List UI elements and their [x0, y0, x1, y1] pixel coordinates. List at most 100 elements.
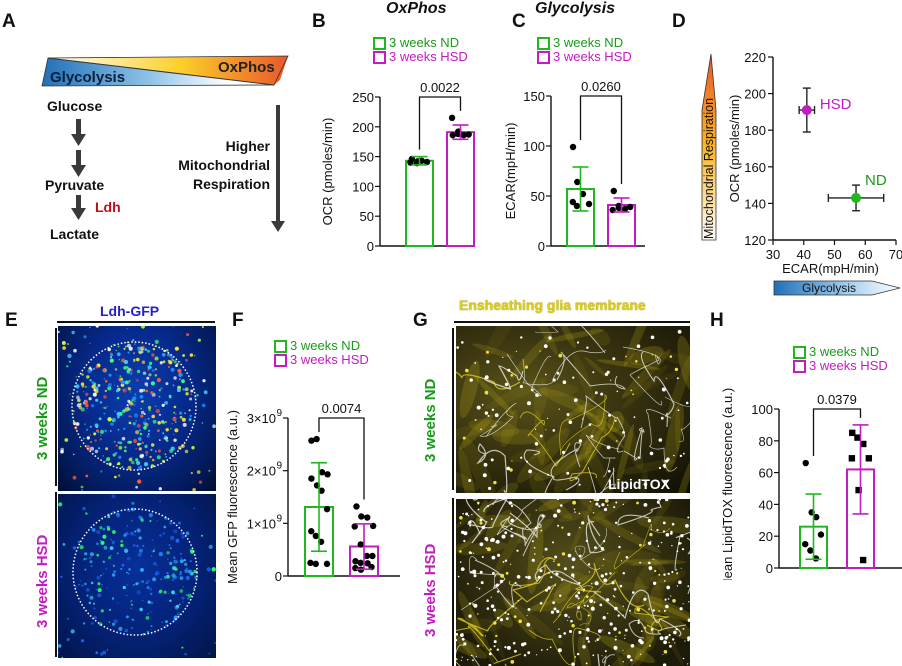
significance-bracket: [318, 417, 365, 500]
lipid-droplet: [548, 336, 552, 340]
lipid-droplet: [586, 628, 590, 632]
fluorescence-speck: [174, 567, 178, 571]
fluorescence-speck: [169, 521, 173, 525]
lipid-droplet: [676, 572, 679, 575]
lipid-droplet: [544, 547, 548, 551]
membrane-texture: [577, 636, 592, 666]
fluorescence-speck: [158, 395, 161, 398]
fluorescence-speck: [146, 434, 150, 438]
lipid-droplet: [467, 659, 469, 661]
fluorescence-speck: [95, 365, 99, 369]
fluorescence-speck: [105, 447, 109, 451]
fluorescence-speck: [95, 651, 98, 654]
fluorescence-speck: [144, 382, 149, 386]
lipid-droplet: [570, 582, 572, 584]
fluorescence-speck: [182, 422, 187, 427]
lipid-droplet: [604, 650, 607, 653]
fluorescence-speck: [141, 599, 144, 602]
lipid-droplet: [486, 607, 490, 610]
fluorescence-speck: [93, 432, 97, 436]
fluorescence-speck: [102, 406, 105, 409]
fluorescence-speck: [113, 619, 118, 624]
lipid-droplet: [662, 464, 666, 467]
fluorescence-speck: [151, 414, 155, 419]
y-tick-label: 0: [766, 561, 773, 576]
lipid-droplet: [461, 530, 465, 534]
fluorescence-speck: [91, 581, 94, 585]
fluorescence-speck: [89, 595, 94, 600]
membrane-texture: [565, 409, 610, 448]
fluorescence-speck: [133, 584, 135, 586]
fluorescence-speck: [150, 625, 153, 628]
lipid-droplet: [459, 561, 462, 563]
lipid-droplet: [589, 599, 593, 603]
fluorescence-speck: [94, 389, 99, 394]
fluorescence-speck: [212, 424, 216, 429]
fluorescence-speck: [184, 449, 189, 454]
membrane-texture: [582, 587, 597, 646]
lipid-droplet: [491, 408, 495, 411]
lipid-droplet: [618, 631, 621, 634]
data-point: [848, 455, 856, 462]
lipid-droplet: [612, 357, 616, 361]
fluorescence-speck: [104, 429, 107, 433]
fluorescence-speck: [102, 528, 106, 531]
ldh-gfp-image-nd: [58, 326, 216, 491]
fluorescence-speck: [171, 578, 175, 582]
chart-f-legend: 3 weeks ND 3 weeks HSD: [274, 339, 369, 367]
lipid-droplet: [477, 613, 479, 615]
lipid-droplet: [505, 571, 509, 575]
lipid-droplet: [577, 591, 581, 594]
lipid-droplet: [578, 554, 582, 558]
fluorescence-speck: [116, 396, 120, 400]
trachea-fiber: [528, 627, 601, 666]
lipid-droplet: [569, 630, 572, 633]
fluorescence-speck: [188, 409, 191, 412]
y-tick-exponent: 9: [276, 408, 282, 419]
y-axis-label: ECAR(mpH/min): [503, 123, 518, 220]
fluorescence-speck: [156, 377, 161, 383]
trachea-fiber: [500, 516, 528, 540]
fluorescence-speck: [126, 594, 128, 597]
fluorescence-speck: [170, 367, 175, 372]
fluorescence-speck: [166, 551, 170, 555]
trachea-fiber: [552, 585, 594, 624]
data-point: [615, 204, 623, 212]
lipid-droplet: [601, 629, 603, 631]
lipid-droplet: [479, 521, 483, 525]
lipid-droplet: [649, 532, 653, 537]
fluorescence-speck: [164, 420, 167, 424]
trachea-fiber: [580, 394, 626, 453]
legend-swatch-hsd: [537, 50, 550, 64]
fluorescence-speck: [154, 345, 156, 348]
legend-item-nd: 3 weeks ND: [274, 339, 369, 353]
gfp-signal-hsd: [58, 494, 216, 658]
fluorescence-speck: [185, 531, 190, 536]
fluorescence-speck: [127, 399, 131, 403]
lipid-droplet: [615, 635, 617, 638]
lipid-droplet: [541, 514, 545, 518]
lipid-droplet: [619, 584, 623, 588]
fluorescence-speck: [183, 559, 186, 562]
fluorescence-speck: [176, 362, 179, 366]
fluorescence-speck: [202, 379, 206, 383]
fluorescence-speck: [131, 399, 134, 402]
fluorescence-speck: [136, 460, 141, 466]
fluorescence-speck: [124, 449, 127, 453]
lipid-droplet: [664, 598, 667, 601]
lipid-droplet: [594, 581, 599, 586]
stain-label-lipidtox: LipidTOX: [608, 476, 670, 492]
lipid-droplet: [603, 507, 608, 512]
fluorescence-speck: [137, 552, 142, 557]
fluorescence-speck: [172, 326, 174, 327]
lipid-droplet: [493, 621, 497, 625]
lipid-droplet: [469, 524, 472, 527]
lipid-droplet: [585, 636, 589, 640]
fluorescence-speck: [130, 600, 133, 602]
fluorescence-speck: [120, 543, 124, 548]
fluorescence-speck: [143, 462, 149, 467]
fluorescence-speck: [190, 471, 193, 475]
legend-item-hsd: 3 weeks HSD: [373, 50, 468, 64]
fluorescence-speck: [123, 359, 129, 365]
lipid-droplet: [472, 603, 475, 606]
